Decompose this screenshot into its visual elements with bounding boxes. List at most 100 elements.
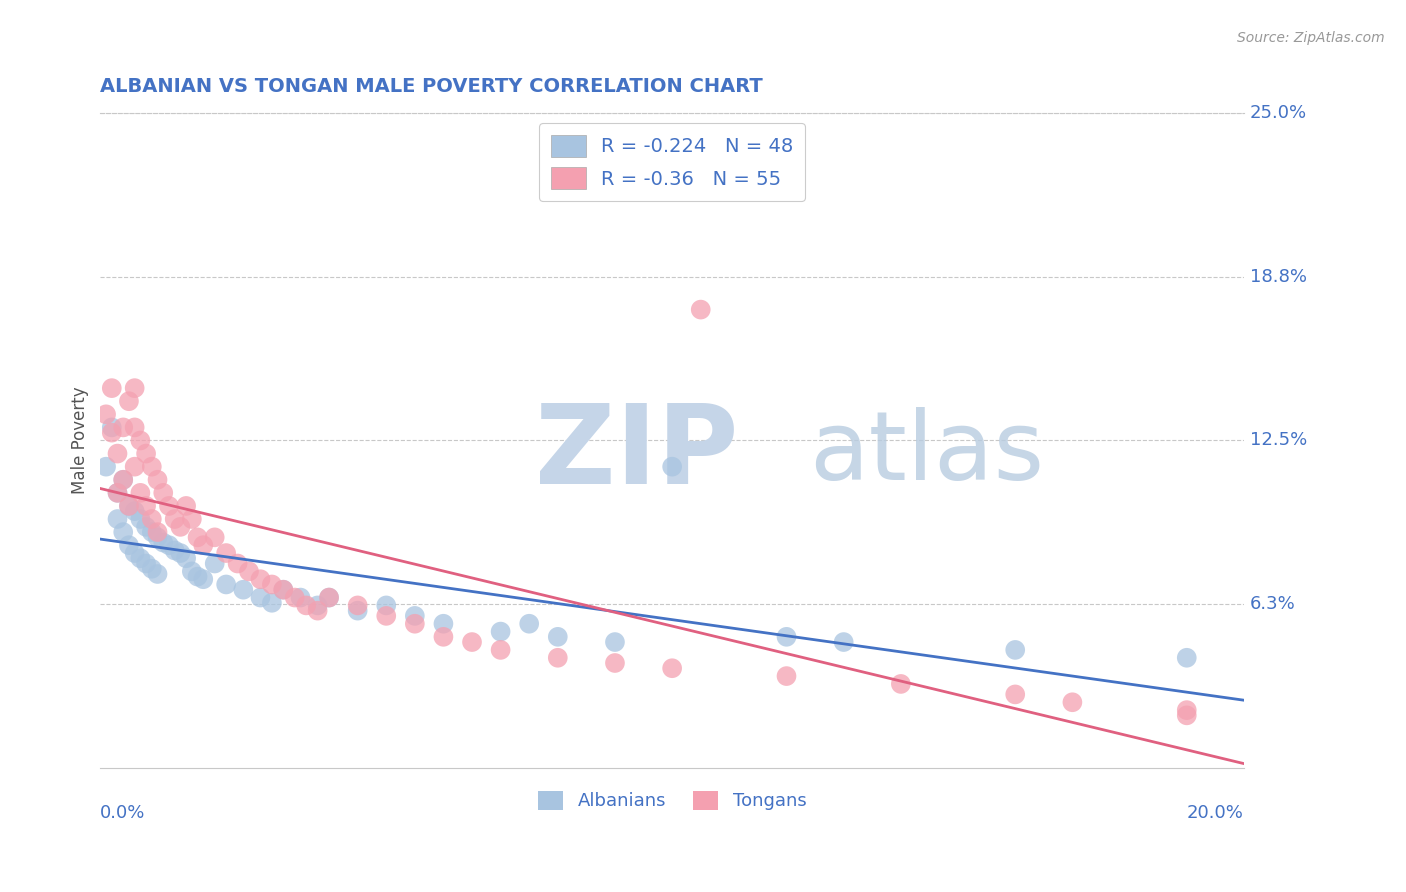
Point: [124, 504, 146, 518]
Point: [118, 499, 141, 513]
Point: [215, 546, 238, 560]
Point: [517, 616, 540, 631]
Point: [135, 557, 157, 571]
Point: [141, 562, 163, 576]
Point: [1175, 708, 1198, 723]
Point: [832, 635, 855, 649]
Point: [101, 425, 124, 440]
Point: [603, 635, 626, 649]
Point: [163, 543, 186, 558]
Point: [775, 630, 797, 644]
Point: [547, 630, 569, 644]
Text: 20.0%: 20.0%: [1187, 804, 1244, 822]
Point: [129, 551, 152, 566]
Point: [238, 565, 260, 579]
Point: [180, 565, 202, 579]
Point: [157, 499, 180, 513]
Point: [260, 577, 283, 591]
Point: [1004, 643, 1026, 657]
Point: [461, 635, 484, 649]
Point: [232, 582, 254, 597]
Point: [432, 616, 454, 631]
Point: [107, 486, 129, 500]
Point: [124, 381, 146, 395]
Point: [152, 486, 174, 500]
Point: [124, 546, 146, 560]
Point: [307, 599, 329, 613]
Point: [193, 538, 215, 552]
Point: [94, 407, 117, 421]
Point: [295, 599, 318, 613]
Text: atlas: atlas: [810, 407, 1045, 500]
Point: [260, 596, 283, 610]
Point: [661, 661, 683, 675]
Point: [226, 557, 249, 571]
Point: [187, 569, 209, 583]
Point: [174, 499, 197, 513]
Text: 0.0%: 0.0%: [100, 804, 146, 822]
Text: Source: ZipAtlas.com: Source: ZipAtlas.com: [1237, 31, 1385, 45]
Point: [141, 512, 163, 526]
Point: [146, 530, 169, 544]
Point: [661, 459, 683, 474]
Point: [141, 459, 163, 474]
Point: [204, 557, 226, 571]
Point: [193, 572, 215, 586]
Text: 12.5%: 12.5%: [1250, 432, 1308, 450]
Text: 25.0%: 25.0%: [1250, 104, 1306, 122]
Point: [375, 599, 398, 613]
Y-axis label: Male Poverty: Male Poverty: [72, 386, 89, 494]
Point: [273, 582, 295, 597]
Point: [273, 582, 295, 597]
Point: [547, 650, 569, 665]
Point: [346, 599, 368, 613]
Point: [187, 530, 209, 544]
Point: [404, 616, 426, 631]
Point: [135, 499, 157, 513]
Text: ZIP: ZIP: [534, 401, 738, 507]
Point: [249, 572, 271, 586]
Point: [135, 520, 157, 534]
Point: [249, 591, 271, 605]
Point: [169, 546, 191, 560]
Point: [118, 538, 141, 552]
Point: [284, 591, 307, 605]
Point: [489, 624, 512, 639]
Point: [112, 473, 135, 487]
Point: [118, 394, 141, 409]
Point: [489, 643, 512, 657]
Text: ALBANIAN VS TONGAN MALE POVERTY CORRELATION CHART: ALBANIAN VS TONGAN MALE POVERTY CORRELAT…: [100, 78, 763, 96]
Point: [169, 520, 191, 534]
Point: [689, 302, 711, 317]
Point: [180, 512, 202, 526]
Point: [163, 512, 186, 526]
Point: [157, 538, 180, 552]
Legend: Albanians, Tongans: Albanians, Tongans: [530, 784, 814, 818]
Point: [775, 669, 797, 683]
Point: [146, 473, 169, 487]
Point: [94, 459, 117, 474]
Point: [1004, 687, 1026, 701]
Point: [1175, 650, 1198, 665]
Point: [107, 446, 129, 460]
Point: [204, 530, 226, 544]
Text: 18.8%: 18.8%: [1250, 268, 1306, 285]
Point: [432, 630, 454, 644]
Point: [318, 591, 340, 605]
Point: [404, 608, 426, 623]
Point: [307, 604, 329, 618]
Point: [146, 566, 169, 581]
Point: [129, 512, 152, 526]
Point: [890, 677, 912, 691]
Point: [346, 604, 368, 618]
Point: [318, 591, 340, 605]
Point: [1175, 703, 1198, 717]
Point: [124, 420, 146, 434]
Point: [146, 525, 169, 540]
Point: [129, 434, 152, 448]
Point: [135, 446, 157, 460]
Point: [101, 420, 124, 434]
Point: [124, 459, 146, 474]
Point: [112, 473, 135, 487]
Point: [107, 512, 129, 526]
